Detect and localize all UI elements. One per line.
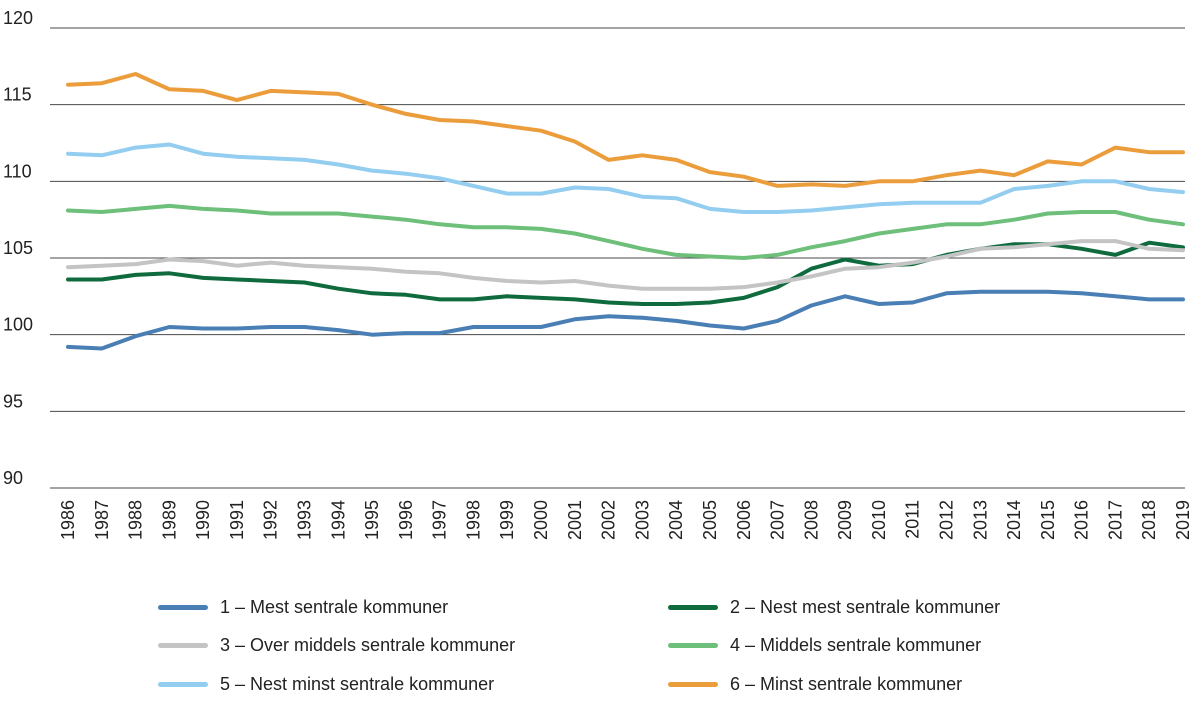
x-tick-label-1999: 1999 xyxy=(497,500,517,540)
legend-label-6: 6 – Minst sentrale kommuner xyxy=(730,673,963,694)
gridlines xyxy=(50,27,1185,489)
x-tick-label-1992: 1992 xyxy=(261,500,281,540)
x-tick-label-2013: 2013 xyxy=(970,500,990,540)
x-tick-label-1988: 1988 xyxy=(126,500,146,540)
legend-label-4: 4 – Middels sentrale kommuner xyxy=(730,634,982,655)
y-axis-ticks: 90 95 100 105 110 115 120 xyxy=(3,8,33,488)
x-tick-label-2009: 2009 xyxy=(835,500,855,540)
series-line-5 xyxy=(66,142,1185,214)
legend-item-1: 1 – Mest sentrale kommuner xyxy=(158,595,448,619)
x-tick-label-1997: 1997 xyxy=(430,500,450,540)
series-line-2 xyxy=(66,240,1185,306)
x-tick-label-2005: 2005 xyxy=(700,500,720,540)
x-tick-label-2011: 2011 xyxy=(903,500,923,539)
legend-item-4: 4 – Middels sentrale kommuner xyxy=(668,633,981,657)
series-line-6 xyxy=(66,72,1185,188)
series-line-3 xyxy=(66,239,1185,291)
legend-swatch-3 xyxy=(158,642,208,648)
y-tick-label-95: 95 xyxy=(3,391,23,411)
x-tick-label-1996: 1996 xyxy=(396,500,416,540)
x-tick-label-2006: 2006 xyxy=(734,500,754,540)
x-tick-label-2003: 2003 xyxy=(632,500,652,540)
x-tick-label-2008: 2008 xyxy=(801,500,821,540)
series-lines xyxy=(66,72,1185,351)
legend-item-2: 2 – Nest mest sentrale kommuner xyxy=(668,595,1000,619)
y-tick-label-115: 115 xyxy=(3,85,32,105)
legend-swatch-4 xyxy=(668,642,718,648)
legend-swatch-5 xyxy=(158,681,208,687)
x-tick-label-2001: 2001 xyxy=(565,500,585,540)
x-tick-label-1987: 1987 xyxy=(92,500,112,540)
legend-item-3: 3 – Over middels sentrale kommuner xyxy=(158,633,515,657)
x-tick-label-1994: 1994 xyxy=(328,500,348,540)
legend-label-1: 1 – Mest sentrale kommuner xyxy=(220,596,449,617)
x-tick-label-2016: 2016 xyxy=(1072,500,1092,540)
line-chart: 90 95 100 105 110 115 120 1986 1987 1988 1989 1990… xyxy=(3,8,1193,540)
x-tick-label-2007: 2007 xyxy=(768,500,788,540)
y-tick-label-100: 100 xyxy=(3,315,33,335)
y-tick-label-90: 90 xyxy=(3,468,23,488)
legend: 1 – Mest sentrale kommuner 2 – Nest mest… xyxy=(0,590,1200,705)
x-tick-label-2010: 2010 xyxy=(869,500,889,540)
x-tick-label-2004: 2004 xyxy=(666,500,686,540)
x-tick-label-2017: 2017 xyxy=(1105,500,1125,540)
x-tick-label-1995: 1995 xyxy=(362,500,382,540)
legend-item-5: 5 – Nest minst sentrale kommuner xyxy=(158,672,494,696)
x-tick-label-1990: 1990 xyxy=(193,500,213,540)
x-tick-label-2000: 2000 xyxy=(531,500,551,540)
x-tick-label-1998: 1998 xyxy=(463,500,483,540)
legend-item-6: 6 – Minst sentrale kommuner xyxy=(668,672,962,696)
legend-label-3: 3 – Over middels sentrale kommuner xyxy=(220,634,516,655)
series-line-1 xyxy=(66,289,1185,351)
x-tick-label-1989: 1989 xyxy=(159,500,179,540)
y-tick-label-120: 120 xyxy=(3,8,33,28)
y-tick-label-110: 110 xyxy=(3,161,32,181)
series-line-4 xyxy=(66,203,1185,260)
x-tick-label-2002: 2002 xyxy=(599,500,619,540)
x-tick-label-1993: 1993 xyxy=(295,500,315,540)
legend-swatch-6 xyxy=(668,681,718,687)
x-tick-label-2015: 2015 xyxy=(1038,500,1058,540)
legend-label-2: 2 – Nest mest sentrale kommuner xyxy=(730,596,1001,617)
x-tick-label-2014: 2014 xyxy=(1004,500,1024,540)
x-axis-ticks: 1986 1987 1988 1989 1990 1991 1992 1993 1994 1995… xyxy=(58,500,1193,540)
x-tick-label-1991: 1991 xyxy=(227,500,247,540)
legend-label-5: 5 – Nest minst sentrale kommuner xyxy=(220,673,495,694)
y-tick-label-105: 105 xyxy=(3,238,33,258)
x-tick-label-2019: 2019 xyxy=(1173,500,1193,540)
x-tick-label-2018: 2018 xyxy=(1139,500,1159,540)
x-tick-label-1986: 1986 xyxy=(58,500,78,540)
legend-swatch-1 xyxy=(158,604,208,610)
legend-swatch-2 xyxy=(668,604,718,610)
x-tick-label-2012: 2012 xyxy=(936,500,956,540)
